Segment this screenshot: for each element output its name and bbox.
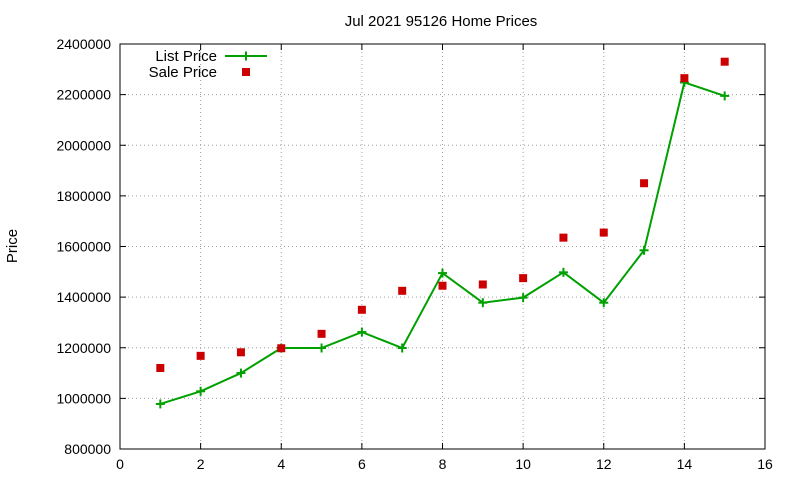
y-tick-label: 1600000 <box>56 239 111 255</box>
x-tick-label: 16 <box>757 456 773 472</box>
y-tick-label: 800000 <box>64 441 111 457</box>
list-price-point <box>155 399 165 409</box>
axes: 0 2 4 6 8 10 12 14 16 800000 1000000 1200000 1400000… <box>56 36 773 472</box>
sale-price-point <box>236 348 245 357</box>
series-list-price <box>155 77 730 409</box>
list-price-point <box>357 327 367 337</box>
legend-label: List Price <box>155 48 217 65</box>
list-price-point <box>438 268 447 278</box>
legend-square-marker <box>242 68 250 76</box>
plot-border <box>119 43 766 450</box>
list-price-point <box>397 343 407 353</box>
sale-price-point <box>277 344 286 353</box>
y-axis-title: Price <box>4 229 21 263</box>
sale-price-point <box>156 364 165 372</box>
sale-price-point <box>438 281 447 290</box>
list-price-point <box>317 343 327 353</box>
x-tick-label: 10 <box>515 456 531 472</box>
sale-price-point <box>720 57 729 66</box>
y-tick-label: 1400000 <box>56 289 111 305</box>
x-tick-label: 4 <box>277 456 285 472</box>
chart-title: Jul 2021 95126 Home Prices <box>345 13 538 30</box>
legend-plus-marker <box>241 51 251 61</box>
list-price-point <box>196 386 206 396</box>
y-tick-label: 1800000 <box>56 188 111 204</box>
sale-price-point <box>196 351 205 360</box>
list-price-point <box>599 298 609 308</box>
sale-price-point <box>519 274 528 283</box>
list-price-point <box>478 298 488 308</box>
list-price-point <box>720 91 730 101</box>
sale-price-point <box>640 179 649 188</box>
sale-price-point <box>478 280 487 289</box>
y-tick-label: 2000000 <box>56 137 111 153</box>
legend-label: Sale Price <box>149 64 217 81</box>
sale-price-point <box>599 228 608 237</box>
x-tick-label: 14 <box>677 456 693 472</box>
sale-price-point <box>559 233 568 242</box>
sale-price-point <box>317 329 326 338</box>
y-tick-label: 1000000 <box>56 390 111 406</box>
x-tick-label: 0 <box>116 456 124 472</box>
y-tick-label: 2400000 <box>56 36 111 52</box>
data-series <box>155 57 730 409</box>
list-price-point <box>236 368 246 378</box>
sale-price-point <box>680 74 689 83</box>
x-tick-label: 2 <box>197 456 205 472</box>
x-tick-label: 6 <box>358 456 366 472</box>
list-price-point <box>558 267 568 277</box>
list-price-point <box>639 245 649 255</box>
list-price-point <box>518 293 528 303</box>
sale-price-point <box>357 305 366 314</box>
sale-price-point <box>398 286 407 295</box>
y-tick-label: 1200000 <box>56 340 111 356</box>
series-sale-price <box>156 57 729 372</box>
x-tick-label: 8 <box>439 456 447 472</box>
y-tick-label: 2200000 <box>56 87 111 103</box>
x-tick-label: 12 <box>596 456 612 472</box>
